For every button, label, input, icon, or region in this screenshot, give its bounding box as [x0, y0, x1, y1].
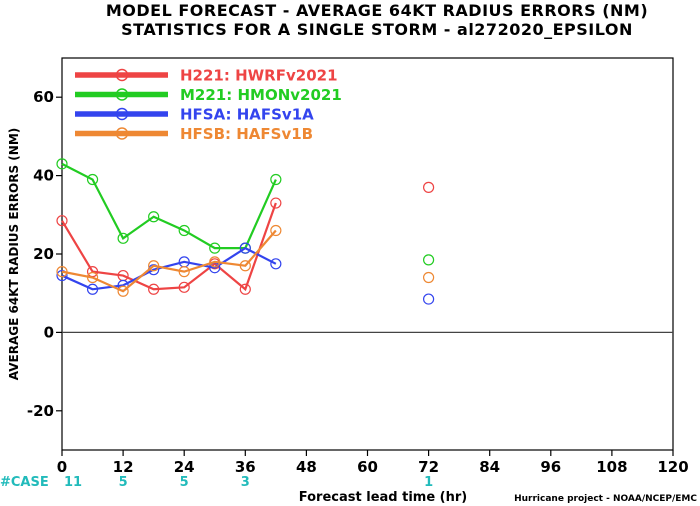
chart-title: MODEL FORECAST - AVERAGE 64KT RADIUS ERR… — [106, 1, 648, 20]
series-3 — [56, 224, 435, 297]
legend-marker — [115, 107, 129, 121]
series-line — [61, 162, 277, 250]
x-tick-label: 12 — [113, 458, 134, 476]
data-point — [86, 283, 99, 295]
credit-text: Hurricane project - NOAA/NCEP/EMC — [514, 494, 697, 504]
x-tick-label: 84 — [479, 458, 500, 476]
data-point — [178, 224, 190, 237]
y-tick-label: -20 — [27, 402, 54, 420]
data-point — [56, 215, 68, 227]
case-count: 1 — [424, 475, 433, 490]
case-label: #CASE — [0, 475, 49, 490]
data-point — [178, 266, 190, 278]
data-point — [423, 254, 435, 266]
data-point — [148, 283, 160, 295]
y-axis: -20 0 20 40 60 — [27, 88, 62, 420]
data-point — [86, 173, 99, 186]
legend-entry: H221: HWRFv2021 — [180, 67, 338, 85]
case-counts: #CASE 11 5 5 3 1 — [0, 475, 433, 490]
data-point — [56, 269, 68, 282]
data-point — [56, 266, 68, 278]
plot-area — [61, 57, 674, 451]
case-count: 5 — [180, 475, 189, 490]
data-point — [239, 260, 251, 272]
data-point — [239, 242, 251, 254]
x-tick-label: 36 — [235, 458, 256, 476]
chart-subtitle: STATISTICS FOR A SINGLE STORM - al272020… — [121, 20, 633, 39]
legend-marker — [115, 68, 129, 82]
y-axis-label: AVERAGE 64KT RADIUS ERRORS (NM) — [7, 128, 21, 380]
data-point — [270, 224, 282, 237]
x-tick-label: 72 — [418, 458, 439, 476]
x-tick-label: 120 — [657, 458, 688, 476]
data-point — [270, 197, 282, 209]
data-point — [270, 258, 282, 270]
legend-entry: M221: HMONv2021 — [180, 86, 342, 104]
case-count: 3 — [241, 475, 250, 490]
data-point — [86, 271, 99, 284]
x-axis-label: Forecast lead time (hr) — [299, 490, 467, 505]
series-layer — [56, 158, 435, 305]
data-point — [209, 256, 221, 268]
x-tick-label: 24 — [174, 458, 195, 476]
data-point — [423, 271, 435, 284]
data-point — [148, 260, 160, 272]
y-tick-label: 60 — [33, 88, 54, 106]
data-point — [239, 283, 251, 295]
legend-marker — [115, 127, 129, 140]
data-point — [178, 281, 190, 293]
x-tick-label: 108 — [596, 458, 627, 476]
data-point — [117, 232, 129, 244]
x-axis: 0 12 24 36 48 60 72 84 96 108 120 — [57, 450, 689, 476]
legend-entry: HFSB: HAFSv1B — [180, 125, 313, 143]
data-point — [148, 211, 160, 223]
x-tick-label: 48 — [296, 458, 317, 476]
series-0 — [56, 181, 435, 295]
y-tick-label: 0 — [44, 323, 54, 341]
x-tick-label: 60 — [357, 458, 378, 476]
data-point — [423, 181, 435, 193]
y-tick-label: 40 — [33, 167, 54, 185]
y-tick-label: 20 — [33, 245, 54, 263]
data-point — [423, 293, 435, 305]
data-point — [117, 285, 129, 297]
x-tick-label: 0 — [57, 458, 67, 476]
data-point — [56, 158, 68, 170]
data-point — [270, 173, 282, 186]
x-tick-label: 96 — [540, 458, 561, 476]
case-count: 11 — [64, 475, 82, 490]
case-count: 5 — [119, 475, 128, 490]
legend-entry: HFSA: HAFSv1A — [180, 106, 314, 124]
data-point — [209, 242, 221, 254]
legend-marker — [115, 88, 129, 101]
